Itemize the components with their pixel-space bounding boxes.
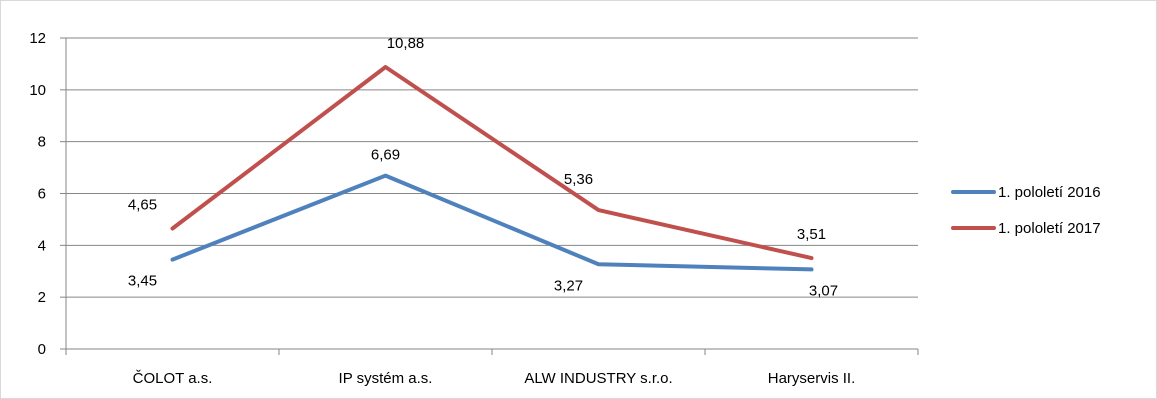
y-tick-label: 2	[38, 289, 46, 306]
series-lines	[170, 65, 814, 272]
x-tick-label: ČOLOT a.s.	[133, 370, 213, 387]
series-line	[170, 65, 814, 261]
data-label: 3,45	[128, 273, 157, 290]
data-label: 3,27	[554, 277, 583, 294]
legend: 1. pololetí 2016 1. pololetí 2017	[951, 184, 1101, 237]
y-tick-label: 4	[38, 237, 46, 254]
legend-label: 1. pololetí 2016	[998, 184, 1101, 201]
data-labels: 3,45 6,69 3,27 3,07 4,65 10,88 5,36 3,51	[128, 35, 838, 299]
data-label: 3,51	[797, 226, 826, 243]
x-tick-label: Haryservis II.	[768, 370, 856, 387]
data-label: 3,07	[809, 282, 838, 299]
data-label: 10,88	[387, 35, 425, 52]
x-tick-label: ALW INDUSTRY s.r.o.	[524, 370, 672, 387]
series-line	[170, 173, 814, 272]
y-tick-label: 12	[29, 30, 46, 47]
data-label: 5,36	[564, 171, 593, 188]
data-label: 4,65	[128, 196, 157, 213]
y-axis: 0 2 4 6 8 10 12	[29, 30, 67, 358]
y-tick-label: 10	[29, 82, 46, 99]
data-label: 6,69	[371, 147, 400, 164]
y-tick-label: 8	[38, 134, 46, 151]
x-tick-label: IP systém a.s.	[339, 370, 433, 387]
y-tick-label: 6	[38, 186, 46, 203]
legend-label: 1. pololetí 2017	[998, 220, 1101, 237]
grid-lines	[66, 37, 918, 298]
x-axis: ČOLOT a.s. IP systém a.s. ALW INDUSTRY s.r…	[65, 348, 919, 387]
y-tick-label: 0	[38, 341, 46, 358]
